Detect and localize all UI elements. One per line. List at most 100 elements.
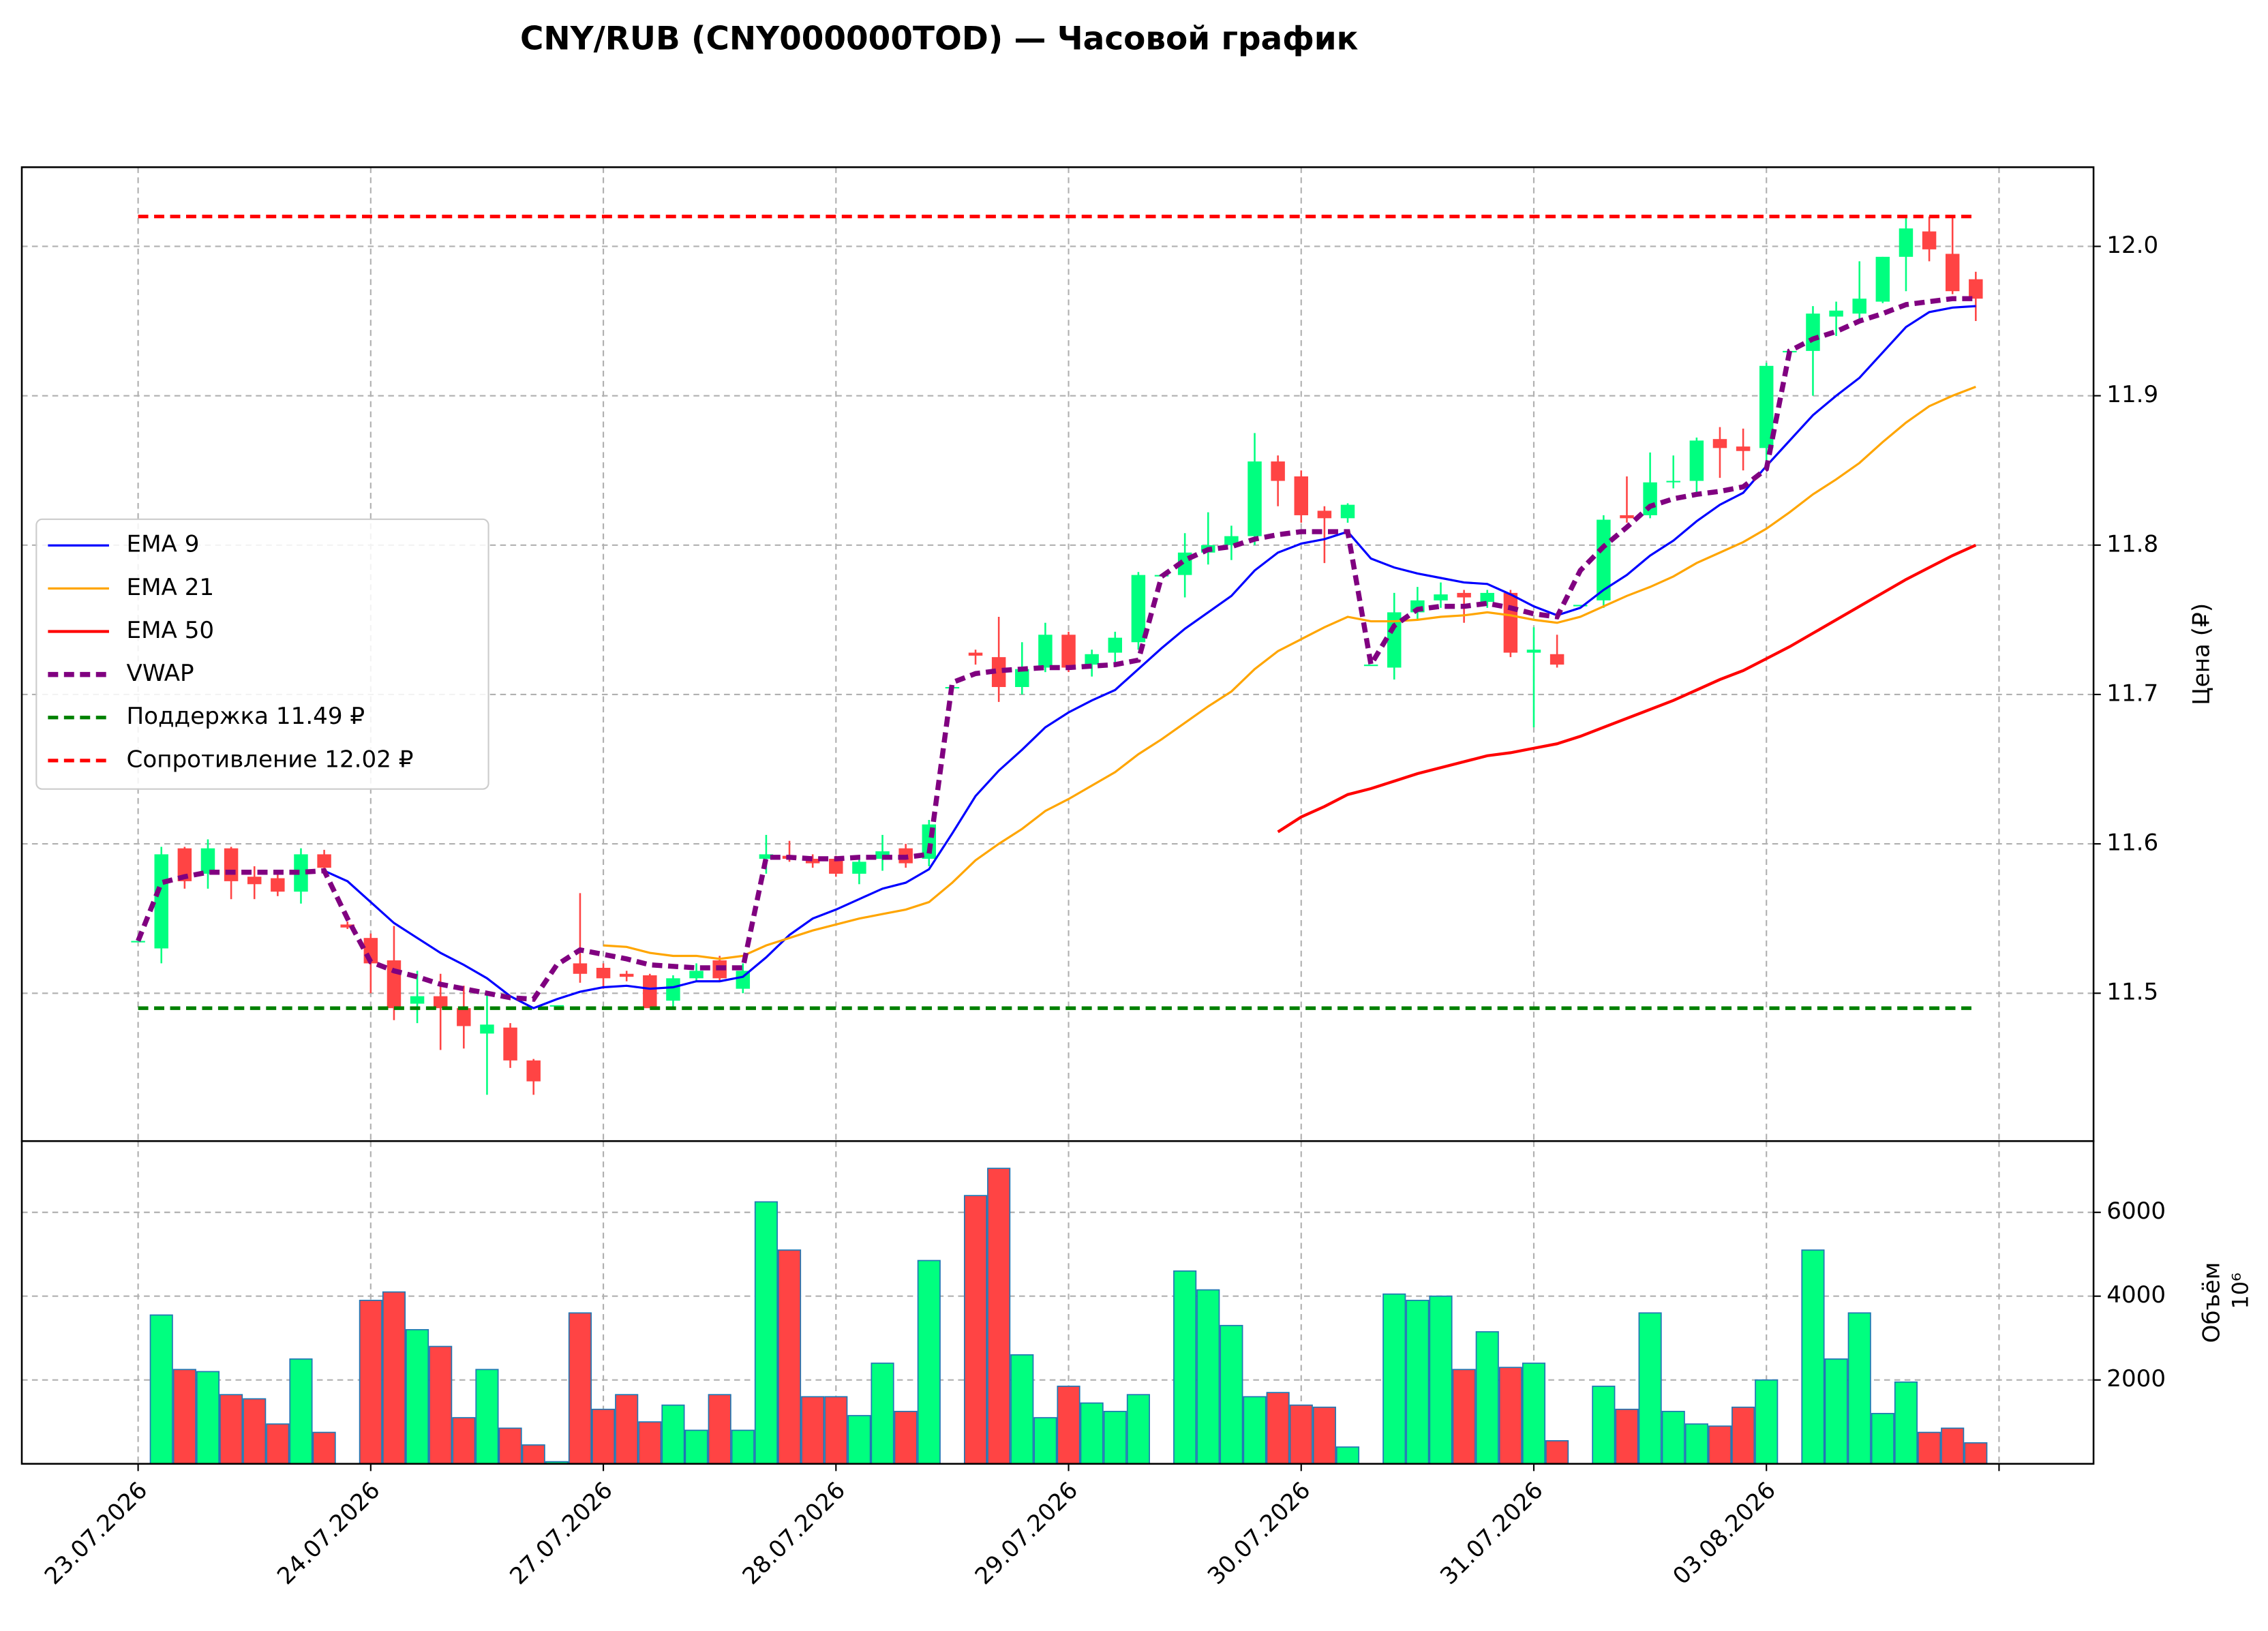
volume-bar [1220, 1324, 1243, 1465]
candle-body [1317, 510, 1332, 519]
volume-bar [963, 1195, 988, 1465]
candle-body [1340, 504, 1355, 519]
candle-body [1061, 635, 1076, 668]
y-tick-label: 11.7 [2106, 680, 2158, 707]
volume-offset-label: 10⁶ [2228, 1272, 2254, 1309]
candle-body [433, 996, 448, 1009]
x-tick-label: 03.08.2026 [1667, 1477, 1781, 1590]
volume-bar [1615, 1408, 1639, 1465]
volume-bar [1545, 1440, 1569, 1465]
volume-bar [1661, 1410, 1685, 1465]
y-tick-label: 11.8 [2106, 530, 2158, 558]
volume-bar [1847, 1312, 1871, 1465]
volume-bar [1755, 1379, 1779, 1465]
candle-body [852, 862, 866, 874]
volume-bar [592, 1408, 616, 1465]
legend-box [35, 518, 489, 790]
candle-body [1294, 476, 1308, 515]
candle-body [1969, 279, 1983, 299]
volume-bar [1638, 1312, 1662, 1465]
y-tick-label: 12.0 [2106, 232, 2158, 259]
candle-body [1922, 231, 1937, 249]
x-tick-label: 31.07.2026 [1435, 1477, 1548, 1590]
candle-body [154, 854, 168, 949]
x-tick-label: 23.07.2026 [40, 1477, 153, 1590]
volume-bar [1033, 1417, 1057, 1465]
candle-body [1875, 256, 1890, 302]
volume-bar [894, 1410, 918, 1465]
candle-body [596, 968, 611, 979]
volume-bar [1266, 1392, 1290, 1465]
candle-body [1806, 314, 1820, 351]
volume-bar [568, 1312, 592, 1465]
volume-tick-label: 6000 [2106, 1198, 2166, 1225]
volume-bar [1801, 1249, 1825, 1465]
volume-bar [1103, 1410, 1127, 1465]
volume-bar [684, 1429, 708, 1465]
volume-bar [754, 1201, 778, 1465]
candle-body [1829, 310, 1843, 317]
candle-body [666, 978, 680, 1001]
volume-bar [475, 1369, 499, 1465]
candle-body [1643, 482, 1657, 515]
candle-body [829, 859, 843, 874]
volume-bar [1684, 1423, 1708, 1465]
candle-body [689, 971, 704, 979]
volume-bar [1452, 1369, 1476, 1465]
candle-body [573, 963, 588, 974]
volume-bar [1173, 1270, 1197, 1465]
candle-body [1549, 654, 1564, 665]
candle-body [1759, 365, 1774, 448]
candle-body [177, 848, 192, 881]
volume-bar [196, 1371, 220, 1465]
candle-body [1457, 592, 1471, 598]
volume-bar [1918, 1431, 1941, 1465]
candle-body [410, 996, 425, 1004]
volume-bar [1708, 1425, 1732, 1465]
indicator-line [323, 305, 1976, 1009]
candle-body [1085, 654, 1099, 665]
volume-bar [801, 1396, 825, 1465]
volume-bar [1406, 1300, 1430, 1465]
volume-bar [1196, 1289, 1220, 1465]
candle-body [503, 1027, 517, 1061]
x-tick-label: 28.07.2026 [738, 1477, 851, 1590]
candle-body [457, 1008, 471, 1026]
candle-body [340, 924, 354, 928]
candle-body [131, 941, 145, 943]
y-tick-label: 11.9 [2106, 381, 2158, 408]
volume-bar [429, 1345, 453, 1465]
volume-bar [406, 1329, 429, 1465]
legend-label: Поддержка 11.49 ₽ [127, 703, 365, 730]
volume-bar [638, 1421, 662, 1465]
legend-label: Сопротивление 12.02 ₽ [127, 746, 414, 773]
x-tick-label: 27.07.2026 [504, 1477, 618, 1590]
candle-body [1503, 592, 1518, 653]
volume-bar [1894, 1381, 1918, 1465]
candle-body [1248, 461, 1262, 536]
volume-bar [1592, 1386, 1616, 1465]
candle-body [1573, 605, 1588, 607]
volume-bar [452, 1417, 476, 1465]
volume-bar [661, 1404, 685, 1465]
candle-body [247, 877, 262, 885]
candle-body [991, 657, 1006, 687]
volume-bar [1382, 1293, 1406, 1465]
candle-body [1689, 440, 1704, 481]
candle-body [1945, 254, 1960, 292]
x-tick-label: 24.07.2026 [272, 1477, 385, 1590]
candle-body [1015, 669, 1029, 687]
volume-bar [1824, 1358, 1848, 1465]
volume-bar [1498, 1367, 1522, 1465]
indicator-line [1277, 543, 1977, 834]
volume-bar [149, 1314, 173, 1465]
candle-body [1387, 612, 1402, 668]
volume-tick-label: 4000 [2106, 1281, 2166, 1309]
volume-bar [266, 1423, 290, 1465]
volume-bar [172, 1369, 196, 1465]
candle-body [643, 975, 657, 1009]
volume-axis-label: Объём [2198, 1262, 2225, 1343]
volume-bar [987, 1168, 1011, 1465]
y-tick-label: 11.6 [2106, 829, 2158, 857]
